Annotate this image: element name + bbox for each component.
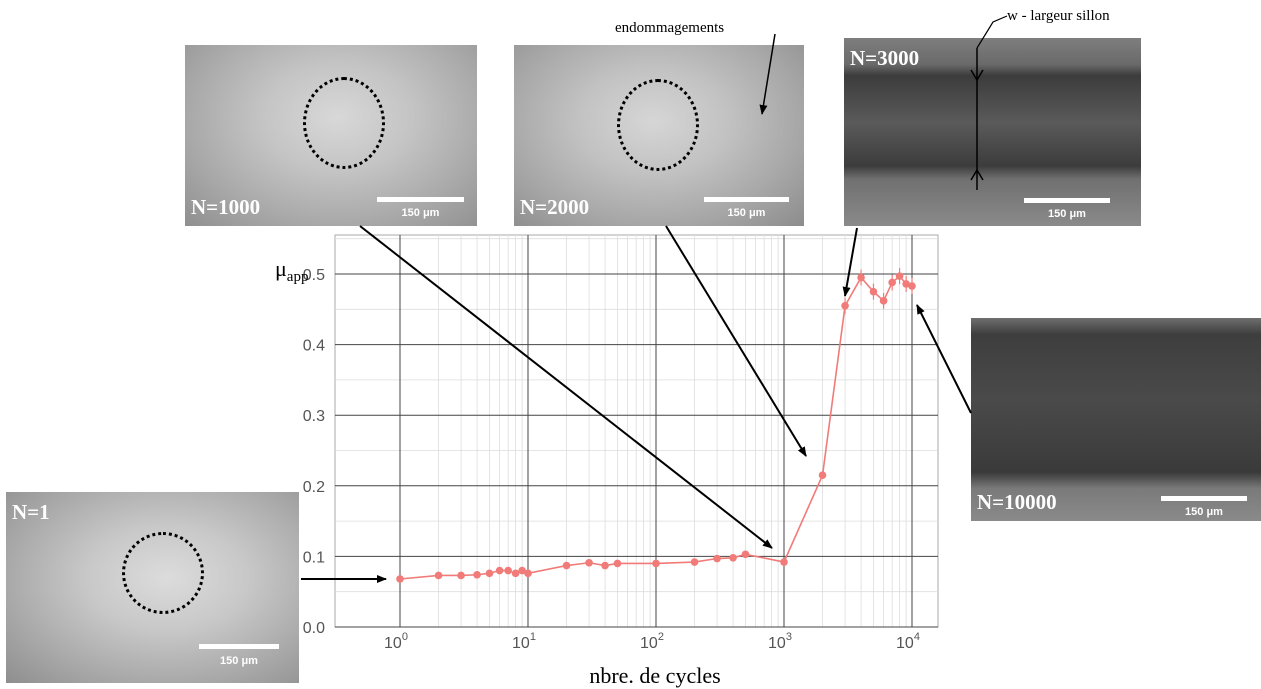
groove-width-annotation: w - largeur sillon [1007,8,1110,24]
x-tick-label: 103 [768,631,792,652]
x-axis-label: nbre. de cycles [589,663,720,688]
data-point [457,571,465,580]
y-tick-label: 0.0 [303,620,325,637]
arrow-n3000 [842,227,858,297]
data-point [585,558,593,567]
x-tick-base: 10 [768,635,786,652]
data-point [495,566,504,575]
cycle-label: N=2000 [520,195,590,219]
y-axis-label: μapp [275,256,308,285]
data-point [518,566,526,575]
y-tick-label: 0.1 [303,549,325,566]
damage-annotation: endommagements [615,20,725,36]
leader-groove-width [976,15,1008,49]
data-point [888,278,896,287]
scale-bar [377,197,464,202]
grid [334,234,939,628]
data-point [818,471,827,480]
data-point [729,554,737,562]
data-point [652,559,660,568]
x-tick-exponent: 3 [786,631,792,643]
groove-width-arrow-bottom [970,168,984,181]
data-point [690,558,699,566]
data-point [869,287,878,296]
scale-bar [199,644,279,649]
x-tick-label: 104 [896,631,920,652]
x-tick-base: 10 [640,635,658,652]
data-point [908,282,916,290]
data-point [434,571,443,580]
y-tick-label: 0.4 [303,338,325,355]
y-tick-label: 0.5 [303,267,325,284]
micrograph-n10000: N=10000 150 μm [971,318,1261,521]
micrograph-n3000: N=3000 150 μm [844,38,1141,226]
x-tick-exponent: 2 [658,631,664,643]
y-axis-label-main: μ [275,256,287,281]
micrograph-n1000: N=1000 150 μm [185,45,477,226]
data-point [504,566,512,575]
x-tick-label: 100 [384,631,408,652]
micrograph-n1: N=1 150 μm [6,492,299,683]
arrow-n2000 [665,225,807,457]
data-point [902,280,910,288]
data-point [524,569,532,578]
data-point [396,575,404,583]
data-point [879,297,888,305]
y-tick-label: 0.3 [303,408,325,425]
scale-label: 150 μm [1048,208,1086,220]
cycle-label: N=1 [12,500,50,524]
scale-bar [1024,198,1110,203]
scale-label: 150 μm [401,207,440,219]
arrow-n10000 [916,304,972,414]
contact-zone-circle [303,77,385,169]
data-point [473,570,481,579]
micrograph-image [971,318,1261,521]
y-tick-label: 0.2 [303,479,325,496]
contact-zone-circle [122,532,204,614]
data-point [485,569,494,578]
y-axis-label-sub: app [287,269,309,285]
data-point [713,554,721,563]
contact-zone-circle [617,79,699,171]
data-point [841,301,849,310]
x-tick-exponent: 0 [402,631,408,643]
data-point [741,550,750,559]
cycle-label: N=10000 [977,490,1057,514]
arrow-n1000 [359,225,773,549]
x-tick-base: 10 [512,635,530,652]
cycle-label: N=3000 [850,46,920,70]
series-mu-app [396,268,916,583]
x-tick-label: 102 [640,631,664,652]
scale-label: 150 μm [1185,506,1223,518]
scale-label: 150 μm [727,207,766,219]
data-point [780,558,788,566]
arrow-damage [759,33,776,115]
data-point [511,569,520,578]
data-point [895,272,904,280]
x-tick-exponent: 4 [914,631,920,643]
data-point [562,561,571,570]
x-tick-exponent: 1 [530,631,536,643]
scale-bar [1161,496,1247,501]
scale-bar [704,197,789,202]
x-tick-label: 101 [512,631,536,652]
data-point [857,273,865,282]
data-point [613,559,622,568]
groove-width-arrow-top [970,69,984,82]
micrograph-image [844,38,1141,226]
cycle-label: N=1000 [191,195,261,219]
x-tick-base: 10 [384,635,402,652]
data-point [601,561,609,570]
scale-label: 150 μm [220,655,258,667]
x-tick-base: 10 [896,635,914,652]
micrograph-n2000: N=2000 150 μm [514,45,804,226]
